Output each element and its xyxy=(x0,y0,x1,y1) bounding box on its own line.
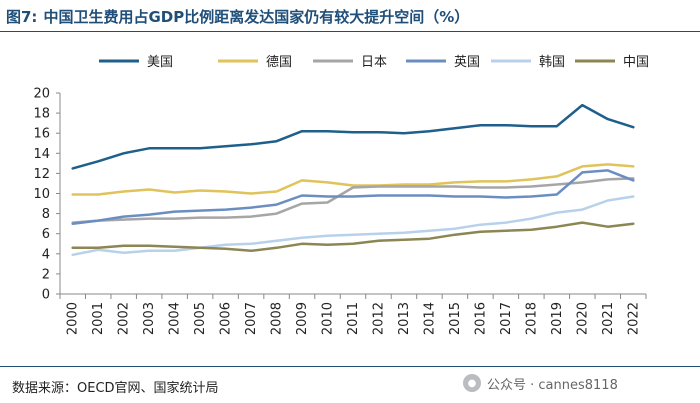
x-tick-label-20: 2020 xyxy=(575,302,590,335)
watermark: ● 公众号 · cannes8118 xyxy=(463,372,618,394)
figure-label: 图7: xyxy=(6,7,38,26)
y-tick-label-4: 8 xyxy=(42,207,50,222)
y-tick-label-9: 18 xyxy=(33,107,50,122)
x-axis: 2000 2001 2002 2003 2004 2005 2006 2007 2008 2009… xyxy=(59,293,647,335)
series-line-5 xyxy=(71,221,635,253)
x-tick-label-3: 2003 xyxy=(142,302,157,335)
y-tick-label-2: 4 xyxy=(42,247,50,262)
y-tick-label-10: 20 xyxy=(33,87,50,102)
y-tick-label-5: 10 xyxy=(33,187,50,202)
x-tick-label-7: 2007 xyxy=(244,302,259,335)
legend-label-3: 英国 xyxy=(454,55,480,70)
y-tick-label-6: 12 xyxy=(33,167,50,182)
wechat-icon: ● xyxy=(463,374,481,392)
x-tick-label-17: 2017 xyxy=(499,302,514,335)
series-line-4 xyxy=(71,195,635,257)
legend-label-0: 美国 xyxy=(147,55,173,70)
legend-label-1: 德国 xyxy=(266,55,292,70)
legend-label-2: 日本 xyxy=(361,55,387,70)
x-tick-label-0: 2000 xyxy=(66,302,81,335)
x-tick-label-11: 2011 xyxy=(346,302,361,335)
y-tick-label-7: 14 xyxy=(33,147,50,162)
series-line-3 xyxy=(71,169,635,225)
data-source: 数据来源：OECD官网、国家统计局 xyxy=(12,381,219,396)
x-tick-label-10: 2010 xyxy=(321,302,336,335)
legend-label-4: 韩国 xyxy=(539,55,565,70)
series-line-1 xyxy=(71,163,635,196)
x-tick-label-19: 2019 xyxy=(550,302,565,335)
watermark-text: 公众号 · cannes8118 xyxy=(487,377,618,393)
y-tick-label-8: 16 xyxy=(33,127,50,142)
y-tick-label-0: 0 xyxy=(42,288,50,303)
x-tick-label-16: 2016 xyxy=(473,302,488,335)
figure-title-text: 中国卫生费用占GDP比例距离发达国家仍有较大提升空间（%） xyxy=(43,7,470,26)
x-tick-label-1: 2001 xyxy=(91,302,106,335)
x-tick-label-9: 2009 xyxy=(295,302,310,335)
y-axis: 0 2 4 6 8 10 12 14 16 18 20 xyxy=(33,87,61,303)
series-lines xyxy=(71,103,635,257)
x-tick-label-12: 2012 xyxy=(371,302,386,335)
legend-label-5: 中国 xyxy=(623,55,649,70)
series-line-0 xyxy=(71,103,635,170)
series-line-2 xyxy=(71,177,635,224)
x-tick-label-15: 2015 xyxy=(448,302,463,335)
x-tick-label-2: 2002 xyxy=(117,302,132,335)
x-tick-label-14: 2014 xyxy=(422,302,437,335)
y-tick-label-1: 2 xyxy=(42,267,50,282)
x-tick-label-6: 2006 xyxy=(219,302,234,335)
bottom-divider xyxy=(0,366,700,367)
x-tick-label-18: 2018 xyxy=(524,302,539,335)
x-tick-label-22: 2022 xyxy=(626,302,641,335)
x-tick-label-21: 2021 xyxy=(601,302,616,335)
x-tick-label-4: 2004 xyxy=(168,302,183,335)
top-divider xyxy=(0,31,700,32)
x-tick-label-5: 2005 xyxy=(193,302,208,335)
x-tick-label-8: 2008 xyxy=(270,302,285,335)
chart-legend: 美国 德国 日本 英国 韩国 中国 xyxy=(99,55,649,70)
figure-title: 图7: 中国卫生费用占GDP比例距离发达国家仍有较大提升空间（%） xyxy=(6,4,475,28)
y-tick-label-3: 6 xyxy=(42,227,50,242)
x-tick-label-13: 2013 xyxy=(397,302,412,335)
